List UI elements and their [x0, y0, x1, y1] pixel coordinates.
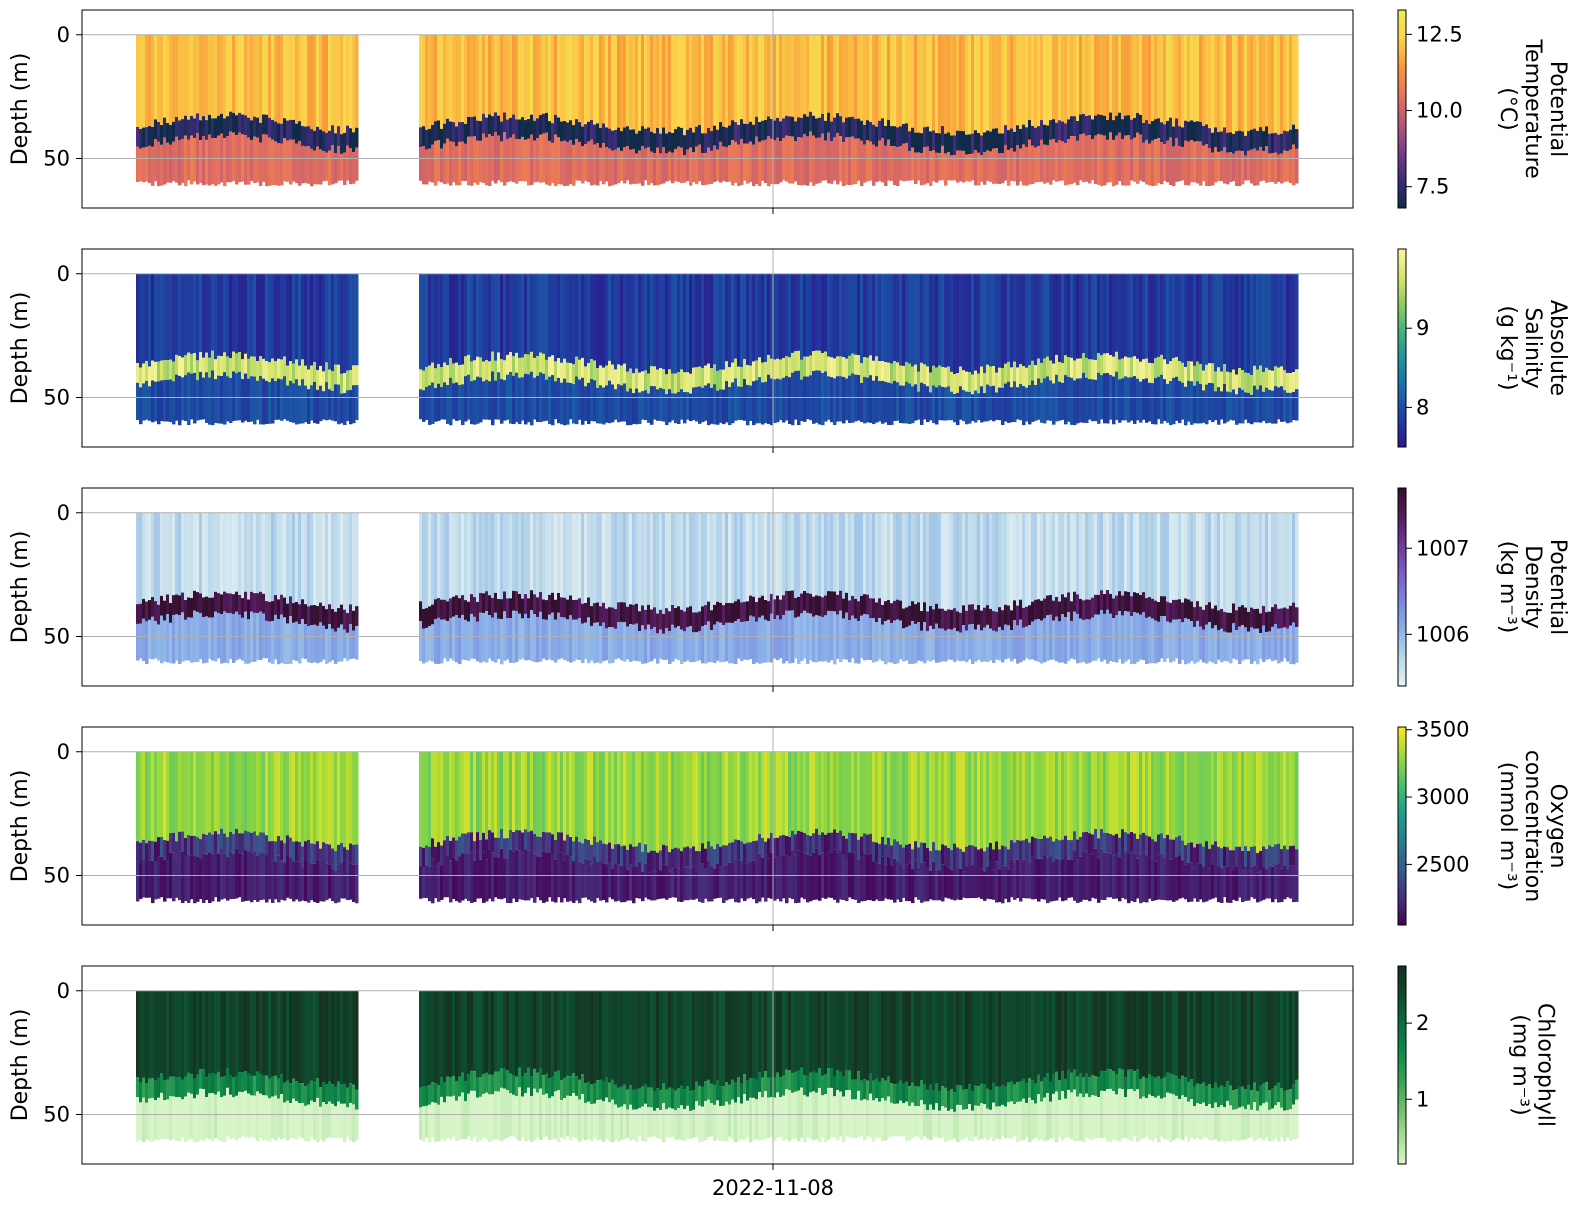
colorbar-label-line: Salinity	[1520, 307, 1545, 388]
colorbar-label-line: (mmol m⁻³)	[1495, 762, 1520, 890]
axes-frame	[81, 965, 1354, 1165]
colorbar-label-line: (g kg⁻¹)	[1495, 305, 1520, 390]
y-tick-label: 50	[43, 147, 70, 171]
y-tick-label: 0	[57, 262, 70, 286]
y-axis-label: Depth (m)	[8, 770, 33, 883]
y-axis-label: Depth (m)	[8, 53, 33, 166]
axes-frame	[81, 9, 1354, 209]
axes-frame	[81, 726, 1354, 926]
data-field	[136, 34, 1299, 187]
y-axis-label: Depth (m)	[8, 1009, 33, 1122]
colorbar-tick-label: 3500	[1416, 718, 1469, 742]
colorbar-label-line: Absolute	[1545, 300, 1570, 396]
colorbar-tick-label: 2	[1416, 1011, 1429, 1035]
y-tick-label: 0	[57, 740, 70, 764]
panel-3: 0 50 Depth (m) 1007 1006 PotentialDensity(kg …	[8, 487, 1570, 692]
colorbar-tick-label: 12.5	[1416, 22, 1463, 46]
colorbar	[1397, 965, 1407, 1165]
panel-5: 0 50 2022-11-08 Depth (m) 2 1 Chlorophyll(mg m…	[8, 965, 1558, 1200]
data-field	[136, 990, 1299, 1143]
axes-frame	[81, 487, 1354, 687]
colorbar-tick-label: 2500	[1416, 852, 1469, 876]
colorbar	[1397, 487, 1407, 687]
colorbar-tick-label: 1006	[1416, 622, 1469, 646]
colorbar	[1397, 9, 1407, 209]
y-tick-label: 50	[43, 386, 70, 410]
colorbar-label-line: Oxygen	[1545, 784, 1570, 869]
panel-4: 0 50 Depth (m) 3500 3000 2500 Oxygenconcentrat…	[8, 718, 1570, 931]
y-tick-label: 0	[57, 501, 70, 525]
colorbar-label-line: Potential	[1545, 539, 1570, 635]
data-field	[136, 751, 1299, 904]
colorbar-label-line: Temperature	[1520, 38, 1545, 178]
colorbar-tick-label: 7.5	[1416, 175, 1449, 199]
colorbar-label-line: Potential	[1545, 61, 1570, 157]
data-field	[136, 273, 1299, 426]
y-tick-label: 50	[43, 625, 70, 649]
y-tick-label: 0	[57, 23, 70, 47]
data-field	[136, 512, 1299, 665]
colorbar-tick-label: 1007	[1416, 536, 1469, 560]
colorbar-tick-label: 10.0	[1416, 99, 1463, 123]
colorbar-label-line: (mg m⁻³)	[1508, 1014, 1533, 1115]
y-axis-label: Depth (m)	[8, 292, 33, 405]
colorbar-label-line: Density	[1520, 545, 1545, 629]
colorbar-label-line: (°C)	[1495, 87, 1520, 131]
colorbar	[1397, 726, 1407, 926]
colorbar-label-line: concentration	[1520, 750, 1545, 902]
panel-1: 0 50 Depth (m) 12.5 10.0 7.5 PotentialTemperat…	[8, 9, 1570, 214]
colorbar-tick-label: 1	[1416, 1087, 1429, 1111]
colorbar-label-line: Chlorophyll	[1533, 1003, 1558, 1127]
y-axis-label: Depth (m)	[8, 531, 33, 644]
colorbar-label-line: (kg m⁻³)	[1495, 541, 1520, 634]
y-tick-label: 0	[57, 979, 70, 1003]
colorbar-tick-label: 9	[1416, 316, 1429, 340]
axes-frame	[81, 248, 1354, 448]
colorbar-tick-label: 3000	[1416, 785, 1469, 809]
y-tick-label: 50	[43, 1103, 70, 1127]
colorbar	[1397, 248, 1407, 448]
x-tick-label: 2022-11-08	[712, 1176, 834, 1200]
colorbar-tick-label: 8	[1416, 395, 1429, 419]
y-tick-label: 50	[43, 864, 70, 888]
